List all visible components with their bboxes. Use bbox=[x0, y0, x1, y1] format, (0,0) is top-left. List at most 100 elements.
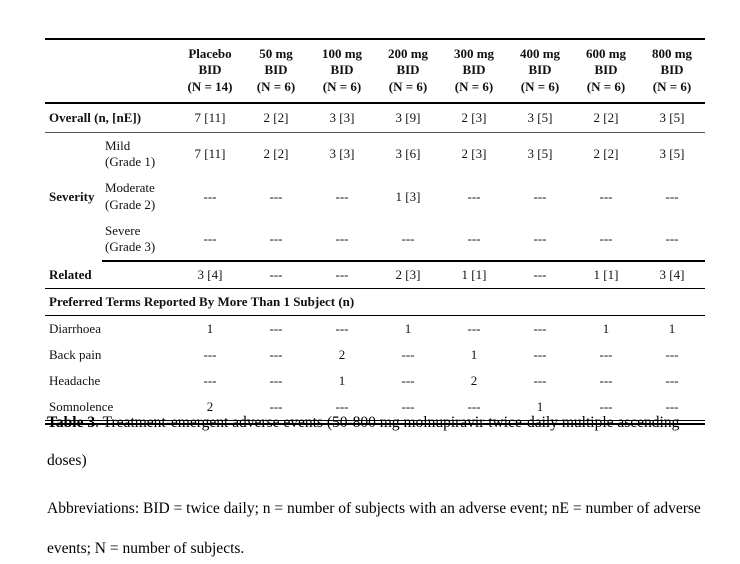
caption-text: . Treatment-emergent adverse events (50-… bbox=[47, 414, 680, 469]
table-row-headache: Headache --- --- 1 --- 2 --- --- --- bbox=[45, 368, 705, 394]
table-row-somnolence: Somnolence 2 --- --- --- --- 1 --- --- bbox=[45, 394, 705, 420]
preferred-terms-header: Preferred Terms Reported By More Than 1 … bbox=[45, 288, 705, 317]
table-caption: Table 3. Treatment-emergent adverse even… bbox=[47, 404, 695, 480]
data-cell: 3 [3] bbox=[309, 102, 375, 133]
table-bottom-rule bbox=[45, 420, 705, 426]
data-cell: --- bbox=[599, 399, 613, 415]
data-cell: --- bbox=[243, 261, 309, 290]
data-cell: --- bbox=[665, 188, 679, 204]
data-cell: --- bbox=[533, 188, 547, 204]
data-cell: --- bbox=[573, 217, 639, 263]
data-cell: --- bbox=[269, 347, 283, 363]
data-cell: 3 [4] bbox=[639, 261, 705, 290]
data-cell: 1 bbox=[206, 321, 214, 337]
table-row-severity-moderate: Moderate (Grade 2) --- --- --- 1 [3] --- --- -… bbox=[45, 175, 705, 218]
data-cell: 1 [1] bbox=[573, 261, 639, 290]
data-cell: --- bbox=[243, 217, 309, 263]
column-header: 100 mg BID (N = 6) bbox=[309, 39, 375, 104]
data-cell: 3 [5] bbox=[507, 102, 573, 133]
data-cell: 3 [4] bbox=[177, 261, 243, 290]
data-cell: 7 [11] bbox=[177, 102, 243, 133]
data-cell: --- bbox=[401, 399, 415, 415]
data-cell: --- bbox=[599, 373, 613, 389]
column-header: Placebo BID (N = 14) bbox=[177, 39, 243, 104]
data-cell: --- bbox=[441, 217, 507, 263]
data-cell: --- bbox=[309, 217, 375, 263]
data-cell: 1 bbox=[470, 347, 478, 363]
row-label-diarrhoea: Diarrhoea bbox=[49, 321, 101, 337]
data-cell: --- bbox=[335, 321, 349, 337]
data-cell: 1 bbox=[668, 321, 676, 337]
data-cell: --- bbox=[665, 399, 679, 415]
row-sublabel-moderate: Moderate (Grade 2) bbox=[102, 175, 177, 218]
adverse-events-table-wrap: Placebo BID (N = 14) 50 mg BID (N = 6) 100 mg B… bbox=[45, 38, 705, 426]
data-cell: 3 [6] bbox=[395, 146, 421, 161]
table-row-related: Related 3 [4] --- --- 2 [3] 1 [1] --- 1 [1] 3 [… bbox=[45, 261, 705, 290]
row-label-headache: Headache bbox=[49, 373, 101, 389]
data-cell: --- bbox=[533, 321, 547, 337]
data-cell: 3 [3] bbox=[329, 146, 355, 161]
data-cell: --- bbox=[467, 399, 481, 415]
data-cell: 2 [2] bbox=[573, 102, 639, 133]
data-cell: --- bbox=[375, 217, 441, 263]
data-cell: 2 bbox=[206, 399, 214, 415]
data-cell: --- bbox=[467, 321, 481, 337]
data-cell: --- bbox=[665, 373, 679, 389]
column-header: 600 mg BID (N = 6) bbox=[573, 39, 639, 104]
column-header: 400 mg BID (N = 6) bbox=[507, 39, 573, 104]
data-cell: --- bbox=[401, 347, 415, 363]
abbreviations-note: Abbreviations: BID = twice daily; n = nu… bbox=[47, 500, 701, 557]
row-label-somnolence: Somnolence bbox=[49, 399, 114, 415]
data-cell: --- bbox=[507, 261, 573, 290]
header-corner-cell bbox=[45, 39, 177, 104]
sublabel-line1: Moderate bbox=[105, 180, 155, 196]
sublabel-line1: Mild bbox=[105, 137, 131, 153]
data-cell: --- bbox=[639, 217, 705, 263]
row-label-related: Related bbox=[45, 261, 177, 290]
column-header: 200 mg BID (N = 6) bbox=[375, 39, 441, 104]
data-cell: 2 bbox=[470, 373, 478, 389]
sublabel-line2: (Grade 2) bbox=[105, 196, 156, 212]
data-cell: --- bbox=[599, 347, 613, 363]
data-cell: --- bbox=[177, 217, 243, 263]
data-cell: 2 [2] bbox=[593, 146, 619, 161]
table-row-back-pain: Back pain --- --- 2 --- 1 --- --- --- bbox=[45, 342, 705, 368]
table-row-diarrhoea: Diarrhoea 1 --- --- 1 --- --- 1 1 bbox=[45, 316, 705, 343]
data-cell: 3 [5] bbox=[639, 102, 705, 133]
table-header-row: Placebo BID (N = 14) 50 mg BID (N = 6) 100 mg B… bbox=[45, 39, 705, 104]
data-cell: 1 bbox=[536, 399, 544, 415]
data-cell: 1 bbox=[602, 321, 610, 337]
data-cell: --- bbox=[599, 188, 613, 204]
column-header: 800 mg BID (N = 6) bbox=[639, 39, 705, 104]
data-cell: --- bbox=[203, 373, 217, 389]
data-cell: 7 [11] bbox=[194, 146, 226, 161]
data-cell: 1 bbox=[338, 373, 346, 389]
column-header: 50 mg BID (N = 6) bbox=[243, 39, 309, 104]
data-cell: --- bbox=[507, 217, 573, 263]
data-cell: --- bbox=[467, 188, 481, 204]
data-cell: --- bbox=[533, 373, 547, 389]
data-cell: --- bbox=[269, 188, 283, 204]
data-cell: --- bbox=[203, 347, 217, 363]
data-cell: 1 bbox=[404, 321, 412, 337]
table-row-severity-mild: Severity Mild (Grade 1) 7 [11] 2 [2] 3 [3]… bbox=[45, 132, 705, 204]
sublabel-line2: (Grade 3) bbox=[105, 239, 156, 254]
data-cell: 2 [2] bbox=[263, 146, 289, 161]
data-cell: --- bbox=[665, 347, 679, 363]
table-row-overall: Overall (n, [nE]) 7 [11] 2 [2] 3 [3] 3 [9] 2… bbox=[45, 102, 705, 133]
data-cell: --- bbox=[269, 321, 283, 337]
caption-label: Table 3 bbox=[47, 414, 96, 431]
adverse-events-table: Placebo BID (N = 14) 50 mg BID (N = 6) 100 mg B… bbox=[45, 38, 705, 420]
data-cell: --- bbox=[533, 347, 547, 363]
table-row-preferred-terms-header: Preferred Terms Reported By More Than 1 … bbox=[45, 288, 705, 317]
data-cell: 2 [2] bbox=[243, 102, 309, 133]
data-cell: 3 [9] bbox=[375, 102, 441, 133]
column-header: 300 mg BID (N = 6) bbox=[441, 39, 507, 104]
data-cell: --- bbox=[309, 261, 375, 290]
data-cell: 1 [3] bbox=[395, 188, 421, 204]
row-label-overall: Overall (n, [nE]) bbox=[45, 102, 177, 133]
data-cell: --- bbox=[269, 399, 283, 415]
data-cell: 3 [5] bbox=[659, 146, 685, 161]
data-cell: 2 bbox=[338, 347, 346, 363]
sublabel-line1: Severe bbox=[105, 222, 141, 238]
